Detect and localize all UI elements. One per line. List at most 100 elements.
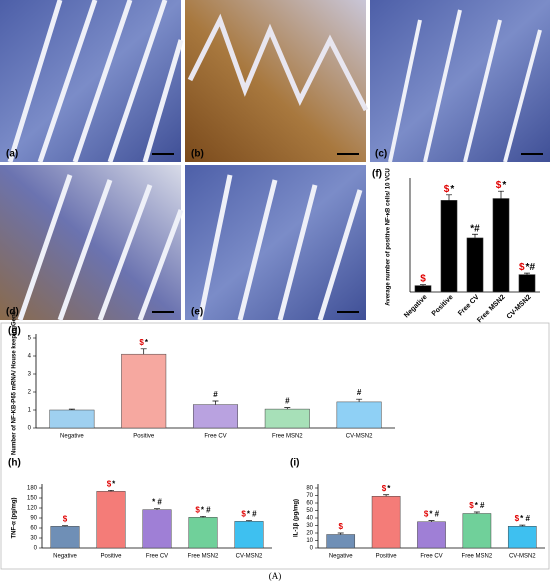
x-tick-label: Positive (100, 554, 122, 560)
significance-marker: $* (139, 338, 148, 347)
panel-label: (g) (8, 326, 21, 337)
panel-label: (c) (375, 149, 387, 160)
significance-symbol: * # (520, 514, 530, 523)
significance-symbol: $ (139, 338, 144, 347)
y-tick-label: 60 (30, 526, 37, 532)
micrograph-d (0, 165, 184, 321)
y-tick-label: 60 (306, 501, 313, 507)
bar (414, 285, 432, 293)
bar (492, 198, 510, 293)
error-bar (62, 525, 68, 527)
significance-marker: # (357, 388, 362, 397)
x-tick-label: Free CV (146, 554, 168, 560)
y-tick-label: 70 (306, 493, 313, 499)
significance-marker: $* (107, 479, 116, 488)
y-tick-label: 50 (306, 508, 313, 514)
error-bar (284, 407, 291, 410)
y-axis-title: TNF-α (pg/mg) (12, 497, 18, 538)
panel-label: (e) (191, 307, 203, 318)
significance-symbol: * (387, 484, 391, 493)
y-tick-label: 30 (306, 523, 313, 529)
x-tick-label: Free CV (204, 434, 226, 440)
significance-symbol: * # (247, 510, 257, 519)
error-bar (524, 272, 530, 275)
x-tick-label: Positive (376, 554, 398, 560)
significance-marker: $* # (241, 510, 257, 519)
bar (49, 409, 95, 429)
error-bar (108, 489, 114, 492)
x-tick-label: Positive (133, 434, 155, 440)
bar (188, 517, 218, 549)
y-tick-label: 180 (27, 486, 38, 492)
significance-symbol: $ (63, 515, 68, 524)
micrograph-c (370, 0, 550, 163)
bar (336, 401, 382, 429)
micrograph-a (0, 0, 184, 163)
error-bar (519, 524, 526, 527)
significance-symbol: * (502, 180, 506, 191)
significance-marker: $* (444, 183, 455, 194)
significance-symbol: *# (526, 262, 536, 273)
significance-symbol: $ (519, 262, 525, 273)
significance-marker: $* (496, 180, 507, 191)
bar (462, 513, 492, 549)
bar (234, 521, 264, 549)
error-bar (154, 508, 160, 510)
significance-symbol: * (450, 183, 454, 194)
significance-marker: $ (420, 273, 426, 284)
x-tick-label: Free CV (457, 294, 481, 318)
x-tick-label: CV-MSN2 (346, 434, 373, 440)
significance-symbol: # (285, 397, 290, 406)
x-tick-label: CV-MSN2 (506, 294, 533, 321)
error-bar (337, 532, 344, 535)
y-axis-title: IL-1β (pg/mg) (294, 499, 300, 537)
significance-marker: $ (338, 522, 343, 531)
significance-symbol: # (357, 388, 362, 397)
bar (142, 509, 172, 549)
error-bar (420, 284, 426, 286)
scale-bars (152, 153, 543, 313)
y-tick-label: 150 (27, 496, 38, 502)
x-tick-label: Negative (53, 554, 77, 560)
significance-symbol: $ (195, 505, 200, 514)
significance-symbol: $ (444, 183, 450, 194)
error-bar (428, 520, 435, 522)
significance-marker: $* # (424, 510, 440, 519)
bar (440, 200, 458, 293)
bar (50, 526, 80, 549)
panel-label: (b) (191, 149, 204, 160)
significance-symbol: # (213, 390, 218, 399)
bar (518, 274, 536, 293)
error-bar (472, 233, 478, 238)
significance-symbol: $ (424, 510, 429, 519)
significance-marker: *# (470, 223, 480, 234)
error-bar (246, 520, 252, 522)
x-tick-label: Free MSN2 (188, 554, 219, 560)
significance-symbol: $ (496, 180, 502, 191)
chart-frame (0, 322, 550, 570)
bar (96, 491, 126, 549)
x-tick-label: Negative (60, 434, 84, 440)
x-tick-label: CV-MSN2 (509, 554, 536, 560)
error-bar (140, 348, 147, 355)
x-tick-label: Negative (329, 554, 353, 560)
significance-marker: * # (152, 498, 162, 507)
significance-symbol: *# (470, 223, 480, 234)
y-tick-label: 0 (28, 426, 32, 432)
y-tick-label: 30 (30, 536, 37, 542)
error-bar (446, 194, 452, 201)
significance-symbol: $ (107, 479, 112, 488)
bar (264, 408, 310, 429)
significance-symbol: $ (338, 522, 343, 531)
significance-marker: # (213, 390, 218, 399)
bar (326, 534, 356, 549)
x-tick-label: Free CV (420, 554, 442, 560)
significance-symbol: * # (201, 505, 211, 514)
bar (417, 521, 446, 549)
significance-marker: $*# (519, 262, 535, 273)
significance-symbol: $ (515, 514, 520, 523)
error-bar (200, 515, 206, 518)
significance-symbol: * # (429, 510, 439, 519)
significance-symbol: * # (475, 501, 485, 510)
y-tick-label: 80 (306, 486, 313, 492)
